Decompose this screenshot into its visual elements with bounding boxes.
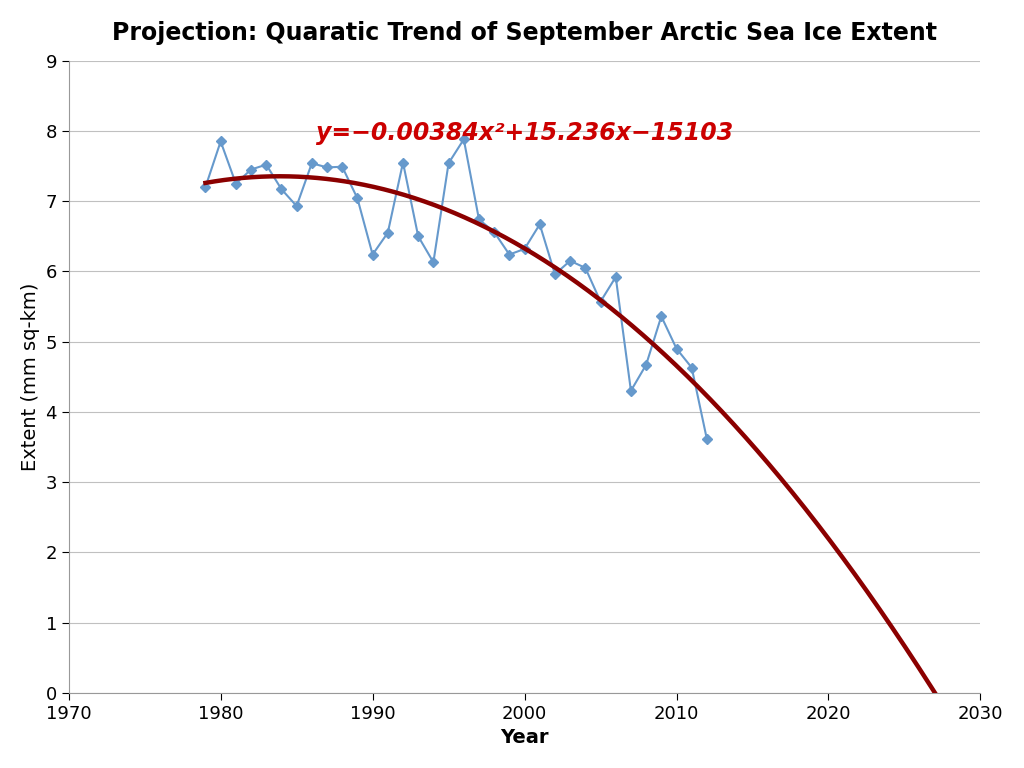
Text: y=−0.00384x²+15.236x−15103: y=−0.00384x²+15.236x−15103 — [316, 121, 733, 145]
Y-axis label: Extent (mm sq-km): Extent (mm sq-km) — [20, 283, 40, 471]
X-axis label: Year: Year — [501, 728, 549, 747]
Title: Projection: Quaratic Trend of September Arctic Sea Ice Extent: Projection: Quaratic Trend of September … — [112, 21, 937, 45]
